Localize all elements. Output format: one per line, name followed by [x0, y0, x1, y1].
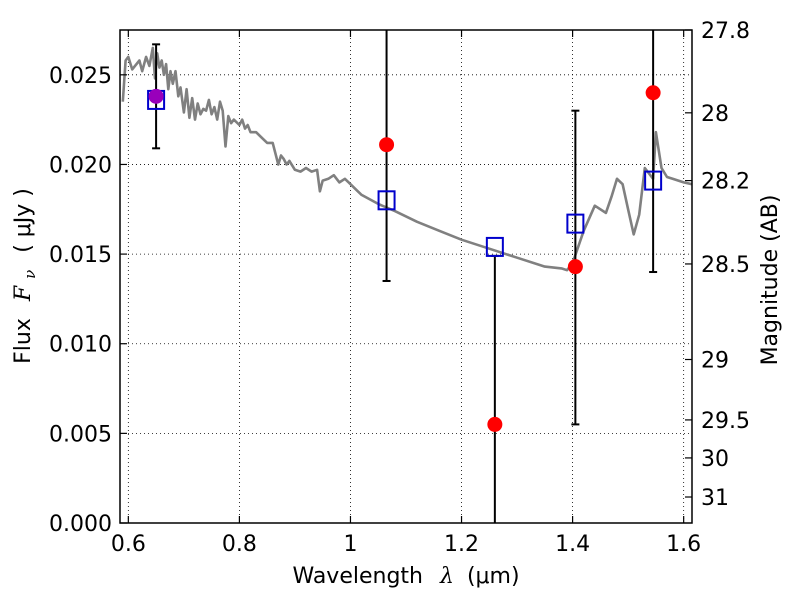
x-tick-label: 0.8: [222, 532, 257, 557]
y-tick-label: 0.015: [49, 243, 112, 268]
y2-tick-label: 28: [701, 102, 729, 127]
y2-tick-label: 29: [701, 349, 729, 374]
observed-point: [379, 137, 395, 153]
y-tick-label: 0.005: [49, 422, 112, 447]
y2-tick-label: 28.5: [701, 253, 750, 278]
x-axis-title-text: Wavelength: [292, 564, 423, 589]
y-tick-label: 0.010: [49, 333, 112, 358]
observed-point: [645, 85, 661, 101]
observed-point: [487, 416, 503, 432]
spectrum-line: [121, 46, 692, 272]
plot-frame: [119, 29, 693, 524]
grid: [120, 30, 692, 523]
y2-tick-label: 27.8: [701, 19, 750, 44]
y2-tick-label: 28.2: [701, 170, 750, 195]
model-square: [377, 190, 396, 211]
y2-axis-title: Magnitude (AB): [758, 195, 783, 366]
errorbar-layer: [152, 30, 658, 523]
y2-tick-label: 30: [701, 447, 729, 472]
y2-tick-label: 29.5: [701, 409, 750, 434]
y2-tick-label: 31: [701, 486, 729, 511]
x-tick-label: 1.6: [666, 532, 701, 557]
observed-point: [148, 88, 164, 104]
x-tick-label: 1: [343, 532, 357, 557]
y-axis-title: Flux F ν ( μJy ): [11, 188, 41, 364]
x-tick-label: 0.6: [111, 532, 146, 557]
y-axis-title-unit: ( μJy ): [11, 188, 36, 253]
y-axis-title-sub: ν: [21, 270, 39, 279]
y-axis-title-text: Flux: [11, 318, 36, 364]
model-square: [566, 213, 585, 234]
x-axis-title-unit: (μm): [467, 564, 520, 589]
y-axis-title-symbol: F: [11, 285, 36, 302]
spectrum-layer: [121, 46, 692, 272]
x-axis: 0.6 0.8 1 1.2 1.4 1.6: [111, 30, 701, 557]
x-tick-label: 1.4: [555, 532, 590, 557]
y-axis: 0.000 0.005 0.010 0.015 0.020 0.025: [49, 64, 127, 537]
x-tick-label: 1.2: [444, 532, 479, 557]
y-tick-label: 0.025: [49, 64, 112, 89]
y2-axis: 27.8 28 28.2 28.5 29 29.5 30 31: [685, 19, 750, 511]
y-tick-label: 0.000: [49, 512, 112, 537]
x-axis-title-symbol: λ: [439, 564, 454, 589]
model-square: [644, 170, 663, 191]
model-square: [485, 236, 504, 257]
marker-layer: [147, 85, 663, 432]
x-axis-title: Wavelength λ (μm): [292, 564, 519, 589]
observed-point: [567, 259, 583, 275]
y-tick-label: 0.020: [49, 153, 112, 178]
